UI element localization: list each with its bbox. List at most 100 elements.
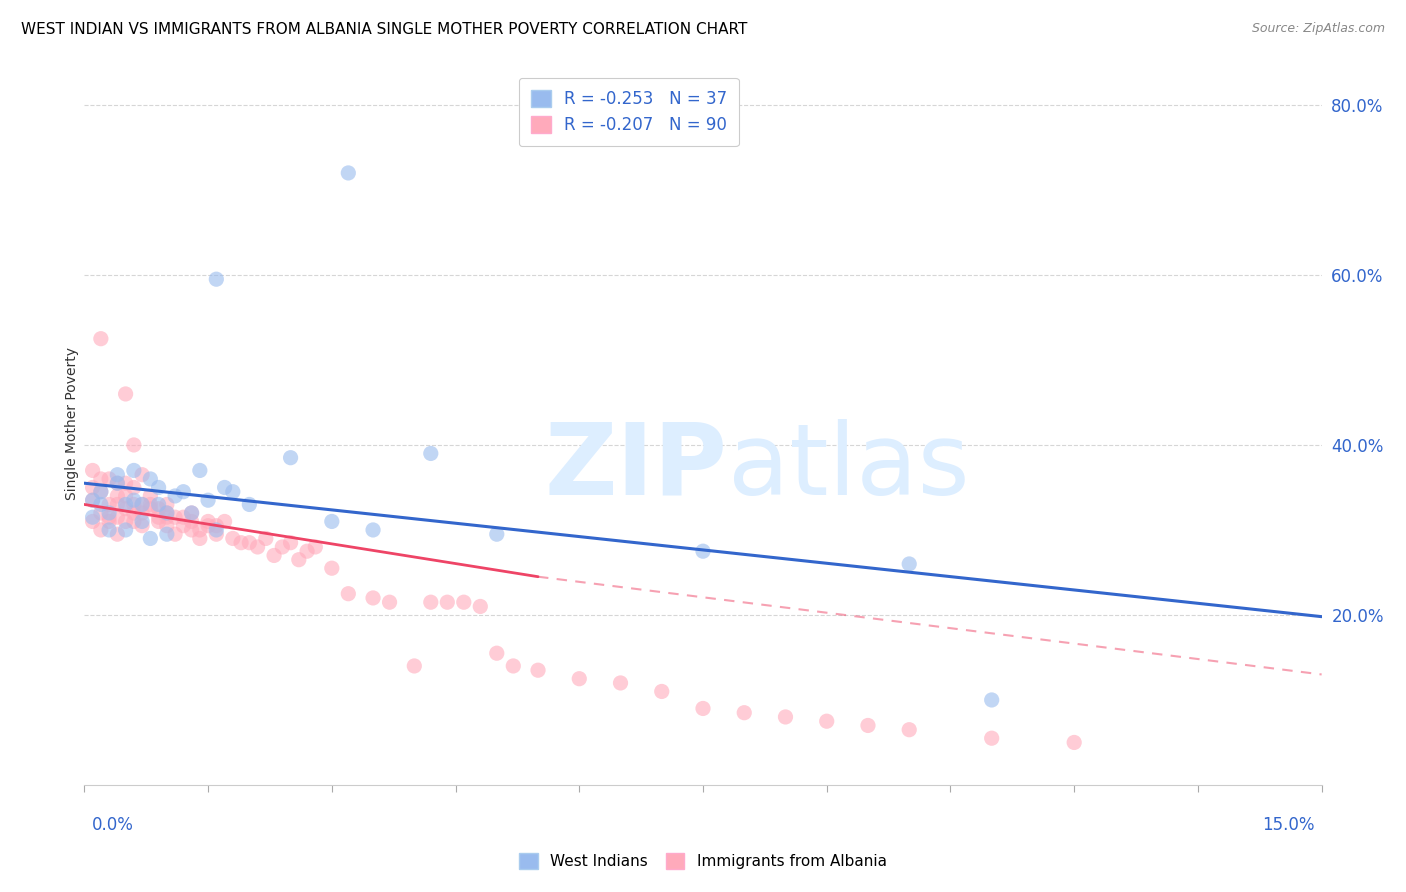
Point bbox=[172, 518, 194, 533]
Point bbox=[122, 463, 145, 477]
Point bbox=[205, 518, 228, 533]
Point bbox=[651, 684, 673, 698]
Point bbox=[898, 723, 921, 737]
Point bbox=[90, 523, 112, 537]
Point bbox=[470, 599, 492, 614]
Point bbox=[980, 693, 1002, 707]
Point bbox=[321, 561, 343, 575]
Point bbox=[105, 510, 128, 524]
Point bbox=[295, 544, 318, 558]
Text: 15.0%: 15.0% bbox=[1263, 816, 1315, 834]
Point bbox=[453, 595, 475, 609]
Point bbox=[205, 527, 228, 541]
Point bbox=[131, 518, 153, 533]
Point bbox=[180, 506, 202, 520]
Point bbox=[609, 676, 631, 690]
Point bbox=[165, 510, 187, 524]
Point bbox=[485, 527, 508, 541]
Point bbox=[82, 510, 104, 524]
Point bbox=[222, 484, 245, 499]
Point bbox=[105, 476, 128, 491]
Point bbox=[229, 535, 252, 549]
Point bbox=[436, 595, 458, 609]
Point bbox=[238, 535, 260, 549]
Point bbox=[156, 506, 179, 520]
Point bbox=[156, 510, 179, 524]
Point bbox=[898, 557, 921, 571]
Point bbox=[214, 480, 236, 494]
Point bbox=[156, 518, 179, 533]
Text: 0.0%: 0.0% bbox=[91, 816, 134, 834]
Point bbox=[222, 532, 245, 546]
Point bbox=[165, 527, 187, 541]
Point bbox=[188, 532, 211, 546]
Point bbox=[114, 489, 136, 503]
Point bbox=[485, 646, 508, 660]
Point bbox=[122, 493, 145, 508]
Point bbox=[90, 498, 112, 512]
Point bbox=[271, 540, 294, 554]
Point bbox=[980, 731, 1002, 746]
Point bbox=[131, 506, 153, 520]
Point bbox=[122, 498, 145, 512]
Point bbox=[114, 523, 136, 537]
Point bbox=[254, 532, 277, 546]
Point bbox=[90, 332, 112, 346]
Point bbox=[378, 595, 401, 609]
Point bbox=[568, 672, 591, 686]
Y-axis label: Single Mother Poverty: Single Mother Poverty bbox=[65, 347, 79, 500]
Point bbox=[197, 518, 219, 533]
Text: Source: ZipAtlas.com: Source: ZipAtlas.com bbox=[1251, 22, 1385, 36]
Point bbox=[98, 515, 121, 529]
Point bbox=[148, 501, 170, 516]
Point bbox=[280, 450, 302, 465]
Point bbox=[197, 515, 219, 529]
Point bbox=[280, 535, 302, 549]
Point bbox=[321, 515, 343, 529]
Point bbox=[131, 467, 153, 482]
Point bbox=[98, 472, 121, 486]
Point bbox=[246, 540, 269, 554]
Point bbox=[90, 472, 112, 486]
Point bbox=[419, 595, 441, 609]
Point bbox=[205, 523, 228, 537]
Point bbox=[82, 493, 104, 508]
Point bbox=[114, 387, 136, 401]
Point bbox=[188, 523, 211, 537]
Point bbox=[105, 476, 128, 491]
Point bbox=[90, 484, 112, 499]
Point bbox=[82, 515, 104, 529]
Point bbox=[288, 552, 311, 566]
Point bbox=[114, 476, 136, 491]
Point bbox=[238, 498, 260, 512]
Point bbox=[148, 480, 170, 494]
Point bbox=[139, 498, 162, 512]
Point bbox=[122, 480, 145, 494]
Point bbox=[856, 718, 879, 732]
Point bbox=[527, 663, 550, 677]
Point bbox=[775, 710, 797, 724]
Point bbox=[188, 463, 211, 477]
Point bbox=[337, 587, 360, 601]
Point bbox=[180, 523, 202, 537]
Point bbox=[98, 510, 121, 524]
Point bbox=[139, 532, 162, 546]
Point bbox=[98, 498, 121, 512]
Point bbox=[815, 714, 838, 729]
Point bbox=[148, 515, 170, 529]
Point bbox=[139, 501, 162, 516]
Point bbox=[361, 591, 384, 605]
Point bbox=[172, 510, 194, 524]
Point bbox=[692, 544, 714, 558]
Point bbox=[139, 472, 162, 486]
Point bbox=[1063, 735, 1085, 749]
Point bbox=[156, 527, 179, 541]
Point bbox=[263, 549, 285, 563]
Point bbox=[502, 659, 524, 673]
Point bbox=[82, 480, 104, 494]
Point bbox=[733, 706, 755, 720]
Point bbox=[105, 467, 128, 482]
Point bbox=[139, 489, 162, 503]
Point bbox=[90, 484, 112, 499]
Point bbox=[172, 484, 194, 499]
